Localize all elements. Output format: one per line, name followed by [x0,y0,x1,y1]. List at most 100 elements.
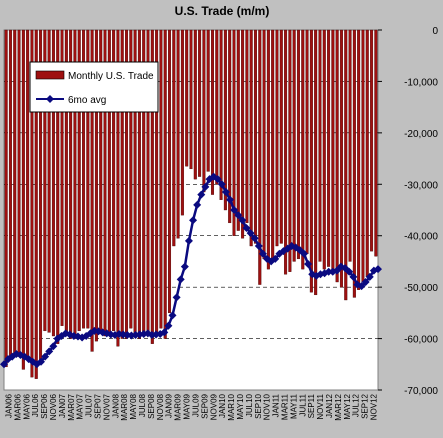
average-point [41,352,50,361]
bar [202,29,206,193]
x-tick-label: MAR08 [120,393,129,420]
bar [258,29,262,285]
x-tick-label: MAR06 [13,393,22,420]
bar [198,29,202,177]
average-line-series [0,172,382,369]
average-point [332,266,341,275]
average-point [193,200,202,209]
average-point [357,282,366,291]
x-tick-label: JAN11 [272,393,281,417]
y-axis: 0 -10,000 -20,000 -30,000 -40,000 -50,000 -60,… [378,26,438,397]
x-tick-label: MAR07 [67,393,76,420]
x-tick-label: JUL10 [245,393,254,417]
average-point [234,211,243,220]
y-tick-label: -10,000 [404,77,438,88]
x-tick-label: JUL11 [298,393,307,416]
bar [236,29,240,231]
bar [296,29,300,260]
bar [241,29,245,239]
bar [357,29,361,290]
average-point [349,272,358,281]
bar [228,29,232,224]
x-tick-label: MAY06 [22,393,31,419]
x-tick-label: JAN07 [58,393,67,418]
average-point [238,216,247,225]
x-tick-label: NOV08 [156,393,165,420]
x-tick-label: NOV10 [263,393,272,420]
bar [219,29,223,200]
bar [103,29,107,337]
bar [69,29,73,339]
x-tick-label: SEP06 [40,393,49,418]
x-tick-label: JAN12 [325,393,334,418]
bar [129,29,133,329]
average-point [160,328,169,337]
x-tick-label: SEP12 [361,393,370,418]
average-point [230,206,239,214]
y-tick-label: -60,000 [404,335,438,346]
average-point [45,347,54,356]
bar [288,29,292,272]
bar [284,29,288,275]
bar [365,29,369,278]
bar [13,29,17,355]
y-tick-label: -40,000 [404,232,438,243]
x-tick-label: MAY11 [289,393,298,419]
y-tick-label: -30,000 [404,180,438,191]
legend-bar-swatch [35,70,65,80]
bar [210,29,215,195]
bar [21,29,25,370]
bar [60,29,64,326]
average-point [221,188,230,196]
average-point [246,229,255,238]
bar [374,29,378,257]
x-tick-label: JUL08 [138,393,147,417]
bar [94,29,98,342]
bar [47,29,51,333]
bar [77,29,81,332]
average-point [345,267,354,276]
average-point [176,275,185,284]
average-point [242,224,251,232]
bar [352,29,356,298]
legend-box [29,61,159,113]
bar [331,29,335,275]
bar [30,29,34,378]
average-point [189,216,198,225]
bar [116,29,120,347]
bar [125,29,129,339]
bar [275,29,279,247]
x-tick-label: MAR11 [281,393,290,420]
average-point [184,236,193,245]
x-tick-label: NOV06 [49,393,58,420]
bar [86,29,90,329]
bar [185,29,189,167]
average-point [365,272,374,281]
bar [314,29,318,296]
average-point [172,293,181,302]
bar [180,29,184,216]
x-tick-label: MAR09 [174,393,183,420]
bar [17,29,21,357]
bar [279,29,283,244]
x-tick-label: MAR10 [227,393,236,420]
bar [370,29,374,252]
bar [4,29,8,368]
bar [344,29,348,301]
average-point [201,182,210,191]
bar [26,29,30,357]
x-tick-label: SEP09 [200,393,209,418]
bar [206,29,210,172]
average-point [164,321,173,330]
average-point [0,360,8,369]
average-point [271,254,280,263]
y-tick-label: -50,000 [404,283,438,294]
bar [120,29,124,339]
x-tick-label: JAN10 [218,393,227,418]
bar [163,29,167,339]
bar [172,29,176,247]
bar [34,29,38,379]
x-tick-label: JUL07 [85,393,94,417]
average-point [250,234,259,243]
bar [249,29,253,247]
